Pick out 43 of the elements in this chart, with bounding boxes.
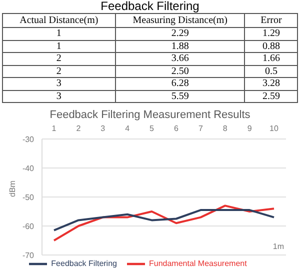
y-tick-label: -60 [22, 222, 35, 231]
data-label: 1.29 [244, 28, 298, 40]
data-label: 3.66 [115, 52, 245, 65]
line-series [53, 209, 275, 232]
legend-label: Fundamental Measurement [148, 259, 247, 268]
y-tick-label: -40 [22, 164, 35, 173]
y-tick-label: 1 [2, 28, 116, 40]
x-tick-label: 7 [198, 124, 204, 133]
y-tick-label: 3 [2, 90, 116, 102]
x-tick-label: 3 [100, 124, 106, 133]
x-tick-label: 6 [174, 124, 179, 133]
y-axis-title: Actual Distance(m) [2, 14, 116, 28]
data-label: 1.88 [115, 40, 245, 52]
x-tick-label: Measuring Distance(m) [115, 14, 245, 28]
data-label: 5.59 [115, 90, 245, 102]
x-tick-label: 10 [270, 124, 279, 133]
x-tick-label: 4 [125, 124, 130, 133]
y-axis-title: dBm [8, 180, 17, 197]
y-tick-label: 2 [2, 65, 116, 78]
data-label: 0.88 [244, 40, 298, 52]
data-label: 1.66 [244, 52, 298, 65]
x-tick-label: 9 [247, 124, 252, 133]
data-label: 0.5 [244, 65, 298, 78]
y-tick-label: -70 [22, 250, 35, 260]
line-series [53, 204, 275, 242]
x-tick-label: 5 [150, 124, 155, 133]
y-tick-label: 3 [2, 78, 116, 90]
y-tick-label: 2 [2, 52, 116, 65]
x-tick-label: 2 [76, 124, 82, 133]
chart-title: Feedback Filtering [100, 0, 200, 13]
x-tick-label: Error [244, 14, 298, 28]
annotation: 1m [272, 242, 284, 251]
y-tick-label: -30 [22, 134, 35, 144]
data-label: 6.28 [115, 78, 245, 90]
data-label: 2.59 [244, 90, 298, 102]
data-label: 3.28 [244, 78, 298, 90]
data-label: 2.50 [115, 65, 245, 78]
y-tick-label: -50 [22, 192, 35, 202]
y-tick-label: 1 [2, 40, 116, 52]
data-label: 2.29 [115, 28, 245, 40]
chart-title: Feedback Filtering Measurement Results [48, 109, 252, 123]
legend-label: Feedback Filtering [51, 259, 117, 268]
x-tick-label: 8 [222, 124, 228, 133]
